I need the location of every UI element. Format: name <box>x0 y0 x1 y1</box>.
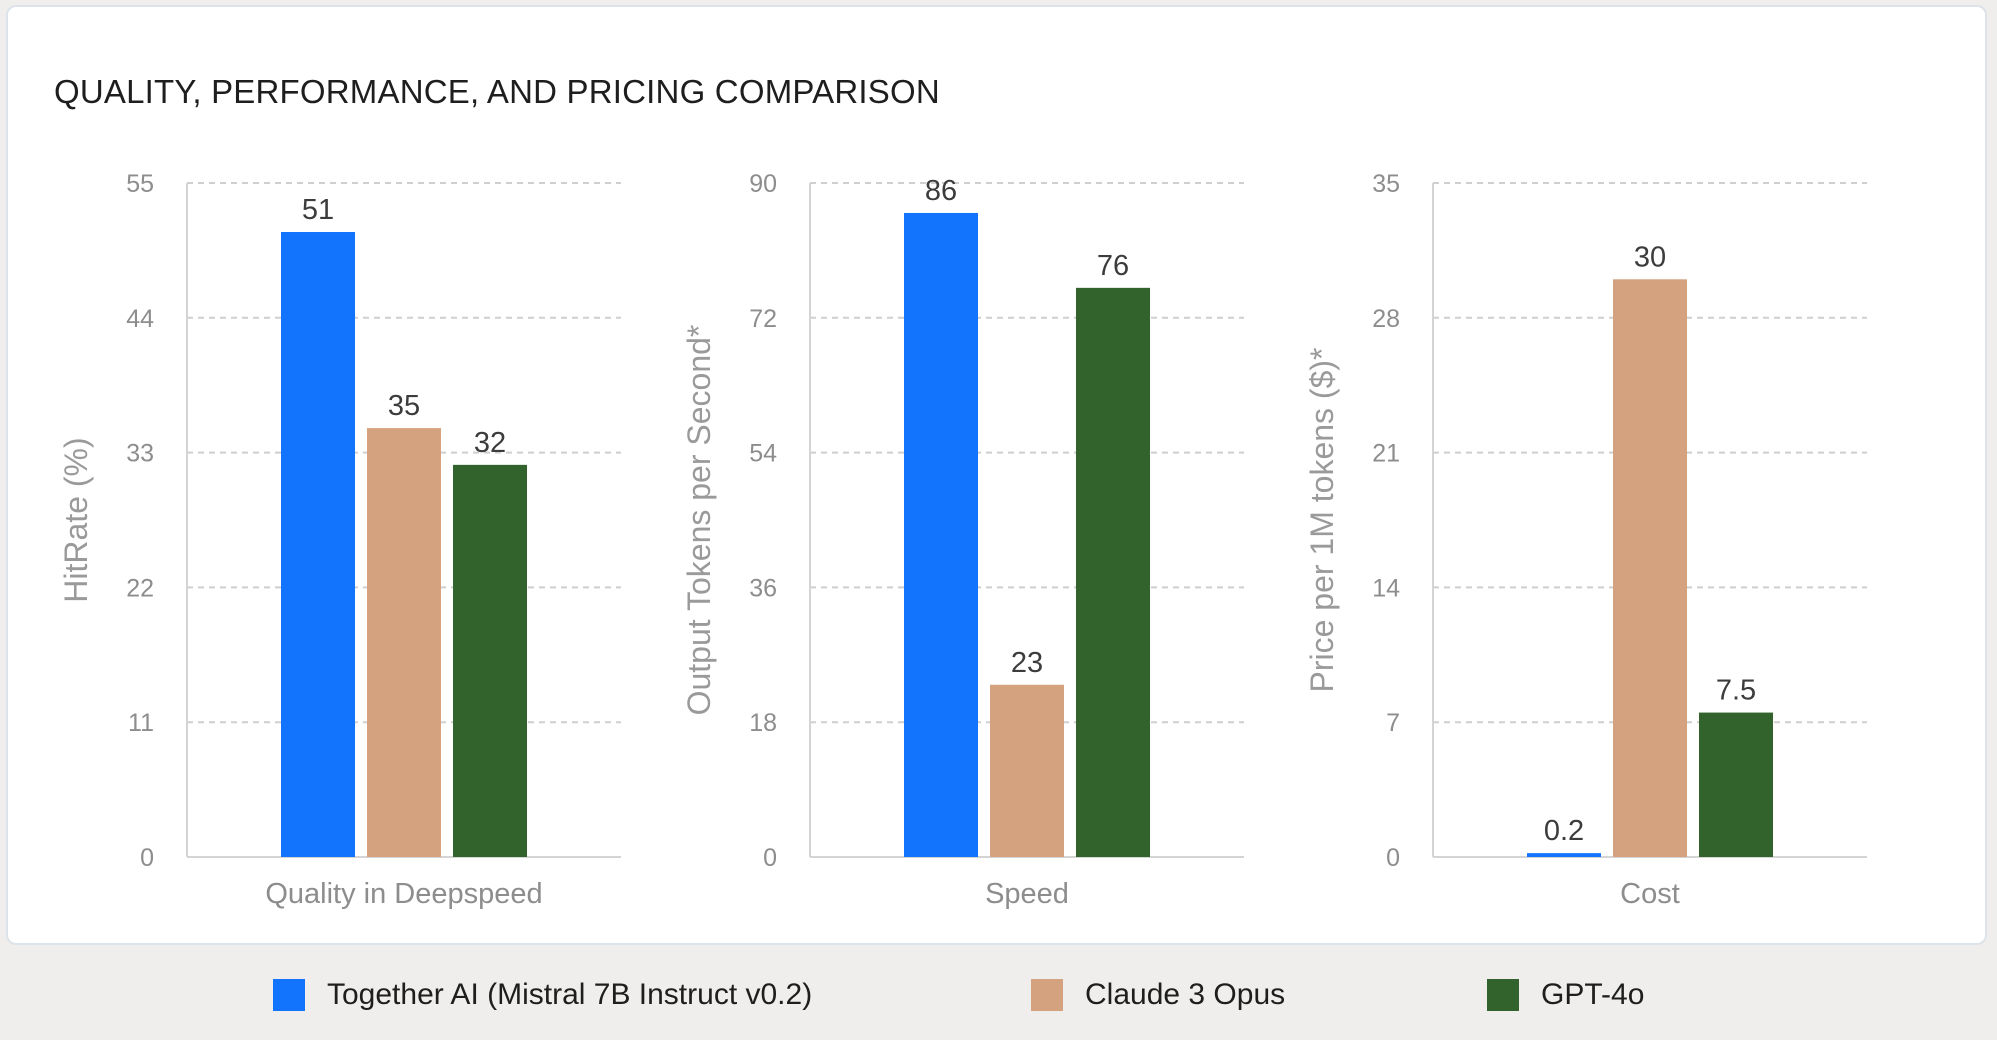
quality-data-label-gpt-4o: 32 <box>474 427 506 459</box>
cost-x-axis-label: Cost <box>1620 878 1680 910</box>
cost-data-label-claude-3-opus: 30 <box>1634 241 1666 273</box>
legend-label-claude-3-opus: Claude 3 Opus <box>1085 978 1286 1011</box>
quality-x-axis-label: Quality in Deepspeed <box>265 878 542 910</box>
speed-ytick-label: 90 <box>749 170 777 198</box>
legend: Together AI (Mistral 7B Instruct v0.2) C… <box>0 970 1997 1020</box>
speed-ytick-label: 36 <box>749 574 777 602</box>
quality-ytick-label: 11 <box>128 709 154 737</box>
legend-item-claude-3-opus[interactable]: Claude 3 Opus <box>1031 970 1285 1020</box>
speed-ytick-label: 0 <box>763 844 777 872</box>
speed-data-label-together-ai-mistral-7b-instruct-v0-2: 86 <box>925 175 957 207</box>
speed-ytick-label: 54 <box>749 440 777 468</box>
quality-ytick-label: 22 <box>126 574 154 602</box>
cost-ytick-label: 21 <box>1372 440 1400 468</box>
speed-bar-gpt-4o[interactable] <box>1076 287 1150 857</box>
speed-data-label-claude-3-opus: 23 <box>1011 647 1043 679</box>
quality-data-label-together-ai-mistral-7b-instruct-v0-2: 51 <box>302 194 334 226</box>
speed-ytick-label: 18 <box>749 709 777 737</box>
chart-title: QUALITY, PERFORMANCE, AND PRICING COMPAR… <box>54 73 940 110</box>
cost-ytick-label: 7 <box>1386 709 1400 737</box>
quality-ytick-label: 33 <box>126 440 154 468</box>
cost-y-axis-title: Price per 1M tokens ($)* <box>1304 347 1340 692</box>
quality-data-label-claude-3-opus: 35 <box>388 390 420 422</box>
cost-bar-together-ai-mistral-7b-instruct-v0-2[interactable] <box>1527 853 1601 857</box>
quality-ytick-label: 0 <box>140 844 154 872</box>
cost-ytick-label: 0 <box>1386 844 1400 872</box>
speed-y-axis-title: Output Tokens per Second* <box>681 325 717 716</box>
speed-ytick-label: 72 <box>749 305 777 333</box>
speed-bar-together-ai-mistral-7b-instruct-v0-2[interactable] <box>904 212 978 857</box>
quality-y-axis-title: HitRate (%) <box>58 437 94 602</box>
legend-label-gpt-4o: GPT-4o <box>1541 978 1645 1011</box>
legend-swatch-together-ai <box>273 979 305 1011</box>
quality-ytick-label: 55 <box>126 170 154 198</box>
quality-bar-claude-3-opus[interactable] <box>367 428 441 857</box>
legend-item-together-ai[interactable]: Together AI (Mistral 7B Instruct v0.2) <box>273 970 812 1020</box>
cost-ytick-label: 28 <box>1372 305 1400 333</box>
quality-bar-together-ai-mistral-7b-instruct-v0-2[interactable] <box>281 232 355 857</box>
cost-bar-claude-3-opus[interactable] <box>1613 279 1687 857</box>
speed-bar-claude-3-opus[interactable] <box>990 684 1064 857</box>
cost-ytick-label: 35 <box>1372 170 1400 198</box>
speed-x-axis-label: Speed <box>985 878 1069 910</box>
legend-swatch-claude-3-opus <box>1031 979 1063 1011</box>
legend-swatch-gpt-4o <box>1487 979 1519 1011</box>
quality-bar-gpt-4o[interactable] <box>453 464 527 857</box>
legend-label-together-ai: Together AI (Mistral 7B Instruct v0.2) <box>327 978 813 1011</box>
cost-ytick-label: 14 <box>1372 574 1400 602</box>
quality-ytick-label: 44 <box>126 305 154 333</box>
cost-data-label-together-ai-mistral-7b-instruct-v0-2: 0.2 <box>1544 815 1584 847</box>
legend-item-gpt-4o[interactable]: GPT-4o <box>1487 970 1644 1020</box>
cost-bar-gpt-4o[interactable] <box>1699 712 1773 857</box>
cost-data-label-gpt-4o: 7.5 <box>1716 675 1756 707</box>
speed-data-label-gpt-4o: 76 <box>1097 250 1129 282</box>
